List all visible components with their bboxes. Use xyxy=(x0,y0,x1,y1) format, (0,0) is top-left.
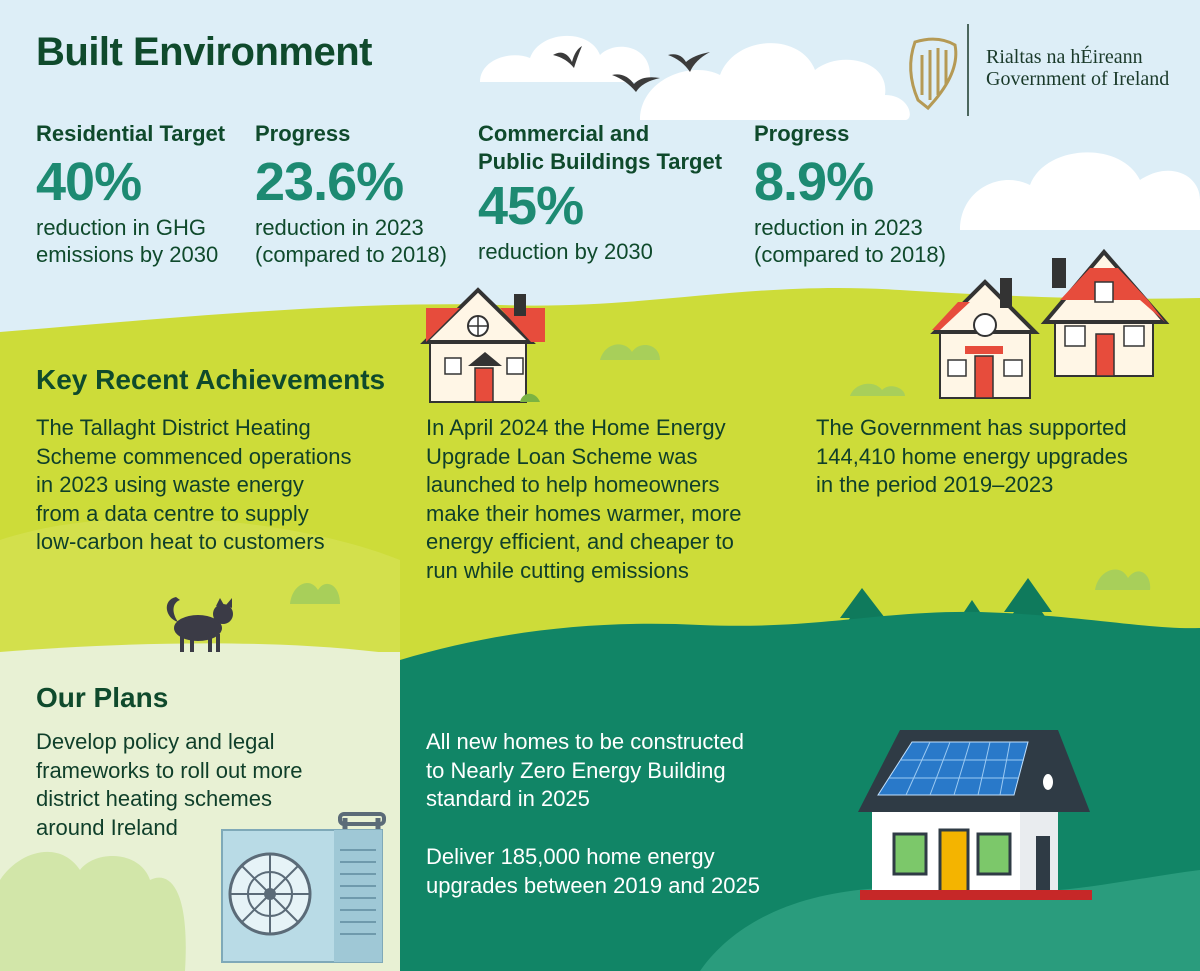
achievement-line: run while cutting emissions xyxy=(426,557,689,583)
achievement-line: in 2023 using waste energy xyxy=(36,472,304,497)
achievement-line: energy efficient, and cheaper to xyxy=(426,529,734,554)
achievement-line: launched to help homeowners xyxy=(426,472,720,497)
achievement-line: The Tallaght District Heating xyxy=(36,415,311,440)
achievement-line: In April 2024 the Home Energy xyxy=(426,415,726,440)
target-residential: Residential Target 40% reduction in GHG … xyxy=(36,120,225,268)
progress-desc: reduction in 2023 xyxy=(255,215,424,240)
plan-line: standard in 2025 xyxy=(426,786,590,811)
page-title: Built Environment xyxy=(36,30,372,74)
government-name-english: Government of Ireland xyxy=(986,68,1170,90)
progress-value: 8.9% xyxy=(754,152,874,212)
plan-item: Deliver 185,000 home energy upgrades bet… xyxy=(426,843,760,900)
achievement-line: from a data centre to supply xyxy=(36,500,309,526)
achievement-line: make their homes warmer, more xyxy=(426,500,742,526)
government-name-irish: Rialtas na hÉireann xyxy=(986,46,1143,68)
house-icon xyxy=(930,248,1170,399)
achievement-item: The Tallaght District Heating Scheme com… xyxy=(36,414,352,557)
bird-icon xyxy=(553,46,710,92)
achievement-line: in the period 2019–2023 xyxy=(816,472,1054,497)
progress-desc: (compared to 2018) xyxy=(255,242,447,267)
plan-line: All new homes to be constructed xyxy=(426,729,744,754)
plan-line: district heating schemes xyxy=(36,786,272,811)
plan-line: around Ireland xyxy=(36,814,178,840)
achievement-line: 144,410 home energy upgrades xyxy=(816,443,1128,469)
house-icon xyxy=(420,287,545,403)
heat-pump-icon xyxy=(221,812,386,963)
progress-residential: Progress 23.6% reduction in 2023 (compar… xyxy=(255,120,447,268)
target-label: Public Buildings Target xyxy=(478,149,723,174)
target-desc: reduction by 2030 xyxy=(478,239,653,264)
achievement-item: In April 2024 the Home Energy Upgrade Lo… xyxy=(426,414,741,585)
target-desc: emissions by 2030 xyxy=(36,242,219,267)
plan-line: to Nearly Zero Energy Building xyxy=(426,757,726,783)
achievement-item: The Government has supported 144,410 hom… xyxy=(816,414,1128,500)
achievement-line: Upgrade Loan Scheme was xyxy=(426,443,698,469)
harp-icon xyxy=(909,37,958,111)
target-commercial: Commercial and Public Buildings Target 4… xyxy=(478,120,722,265)
target-value: 45% xyxy=(478,176,584,236)
progress-label: Progress xyxy=(255,121,351,146)
plan-line: frameworks to roll out more xyxy=(36,757,303,783)
target-label: Residential Target xyxy=(36,121,226,146)
achievements-heading: Key Recent Achievements xyxy=(36,364,386,395)
progress-desc: reduction in 2023 xyxy=(754,215,923,240)
target-label: Commercial and xyxy=(478,121,650,146)
achievement-line: low-carbon heat to customers xyxy=(36,529,325,554)
plan-item: All new homes to be constructed to Nearl… xyxy=(426,728,744,814)
solar-house-icon xyxy=(858,730,1092,900)
plans-heading: Our Plans xyxy=(36,682,169,713)
achievement-line: The Government has supported xyxy=(816,415,1127,440)
progress-desc: (compared to 2018) xyxy=(754,242,946,267)
progress-commercial: Progress 8.9% reduction in 2023 (compare… xyxy=(754,120,946,268)
progress-label: Progress xyxy=(754,121,850,146)
cat-icon xyxy=(166,597,233,652)
target-desc: reduction in GHG xyxy=(36,215,206,240)
plan-item: Develop policy and legal frameworks to r… xyxy=(36,728,303,842)
target-value: 40% xyxy=(36,152,142,212)
plan-line: Deliver 185,000 home energy xyxy=(426,844,715,869)
plan-line: upgrades between 2019 and 2025 xyxy=(426,872,760,898)
achievement-line: Scheme commenced operations xyxy=(36,443,352,469)
progress-value: 23.6% xyxy=(255,152,404,212)
plan-line: Develop policy and legal xyxy=(36,729,275,754)
